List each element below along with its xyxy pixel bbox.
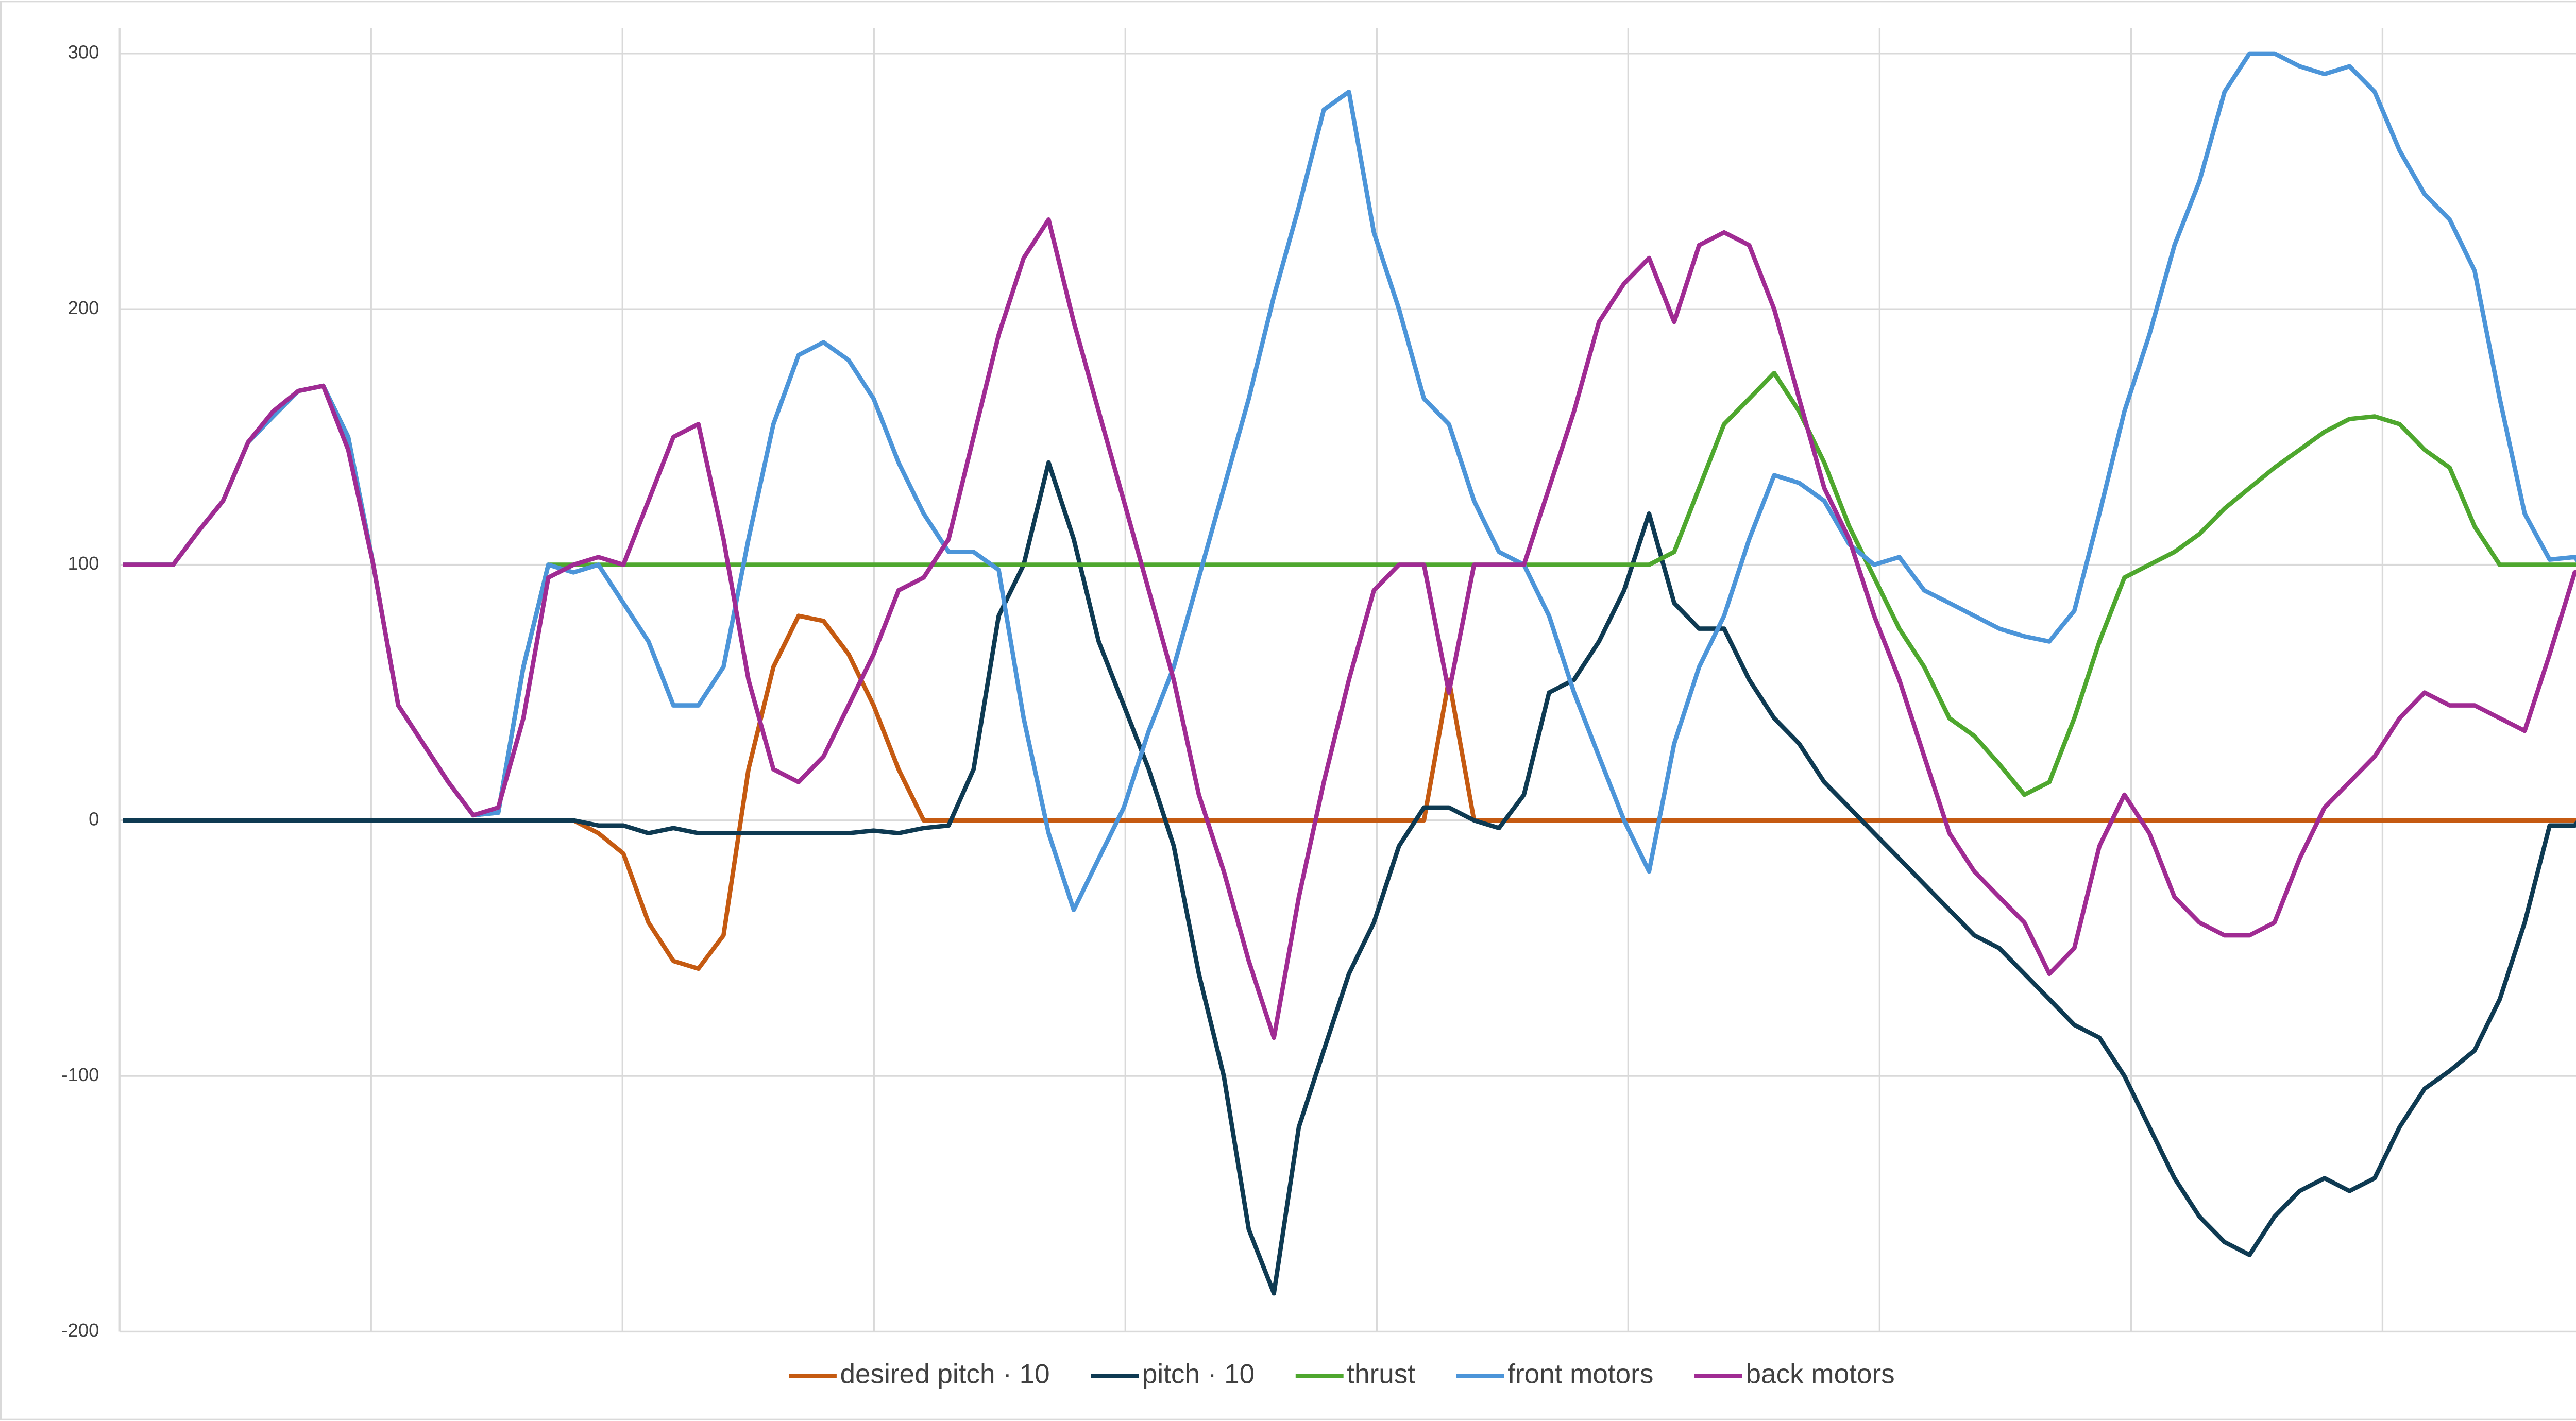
y-tick-label: -200	[61, 1320, 99, 1341]
legend-label: desired pitch · 10	[840, 1359, 1050, 1390]
series-line	[123, 217, 2576, 1040]
legend-item: pitch · 10	[1091, 1359, 1255, 1390]
legend-label: front motors	[1507, 1359, 1653, 1390]
y-tick-label: 100	[68, 553, 99, 574]
legend-item: front motors	[1456, 1359, 1653, 1390]
legend-item: desired pitch · 10	[788, 1359, 1050, 1390]
legend: desired pitch · 10 pitch · 10 thrust front …	[788, 1359, 1895, 1390]
legend-label: pitch · 10	[1142, 1359, 1255, 1390]
y-tick-label: -100	[61, 1064, 99, 1085]
legend-label: back motors	[1746, 1359, 1895, 1390]
series-line	[123, 51, 2576, 912]
series-line	[123, 460, 2576, 1296]
vertical-grid	[118, 28, 2384, 1332]
plot-lines	[123, 51, 2576, 1296]
legend-label: thrust	[1347, 1359, 1415, 1390]
y-tick-label: 0	[89, 808, 99, 829]
y-tick-label: 300	[68, 42, 99, 63]
legend-item: back motors	[1694, 1359, 1895, 1390]
legend-item: thrust	[1295, 1359, 1415, 1390]
y-tick-label: 200	[68, 297, 99, 318]
